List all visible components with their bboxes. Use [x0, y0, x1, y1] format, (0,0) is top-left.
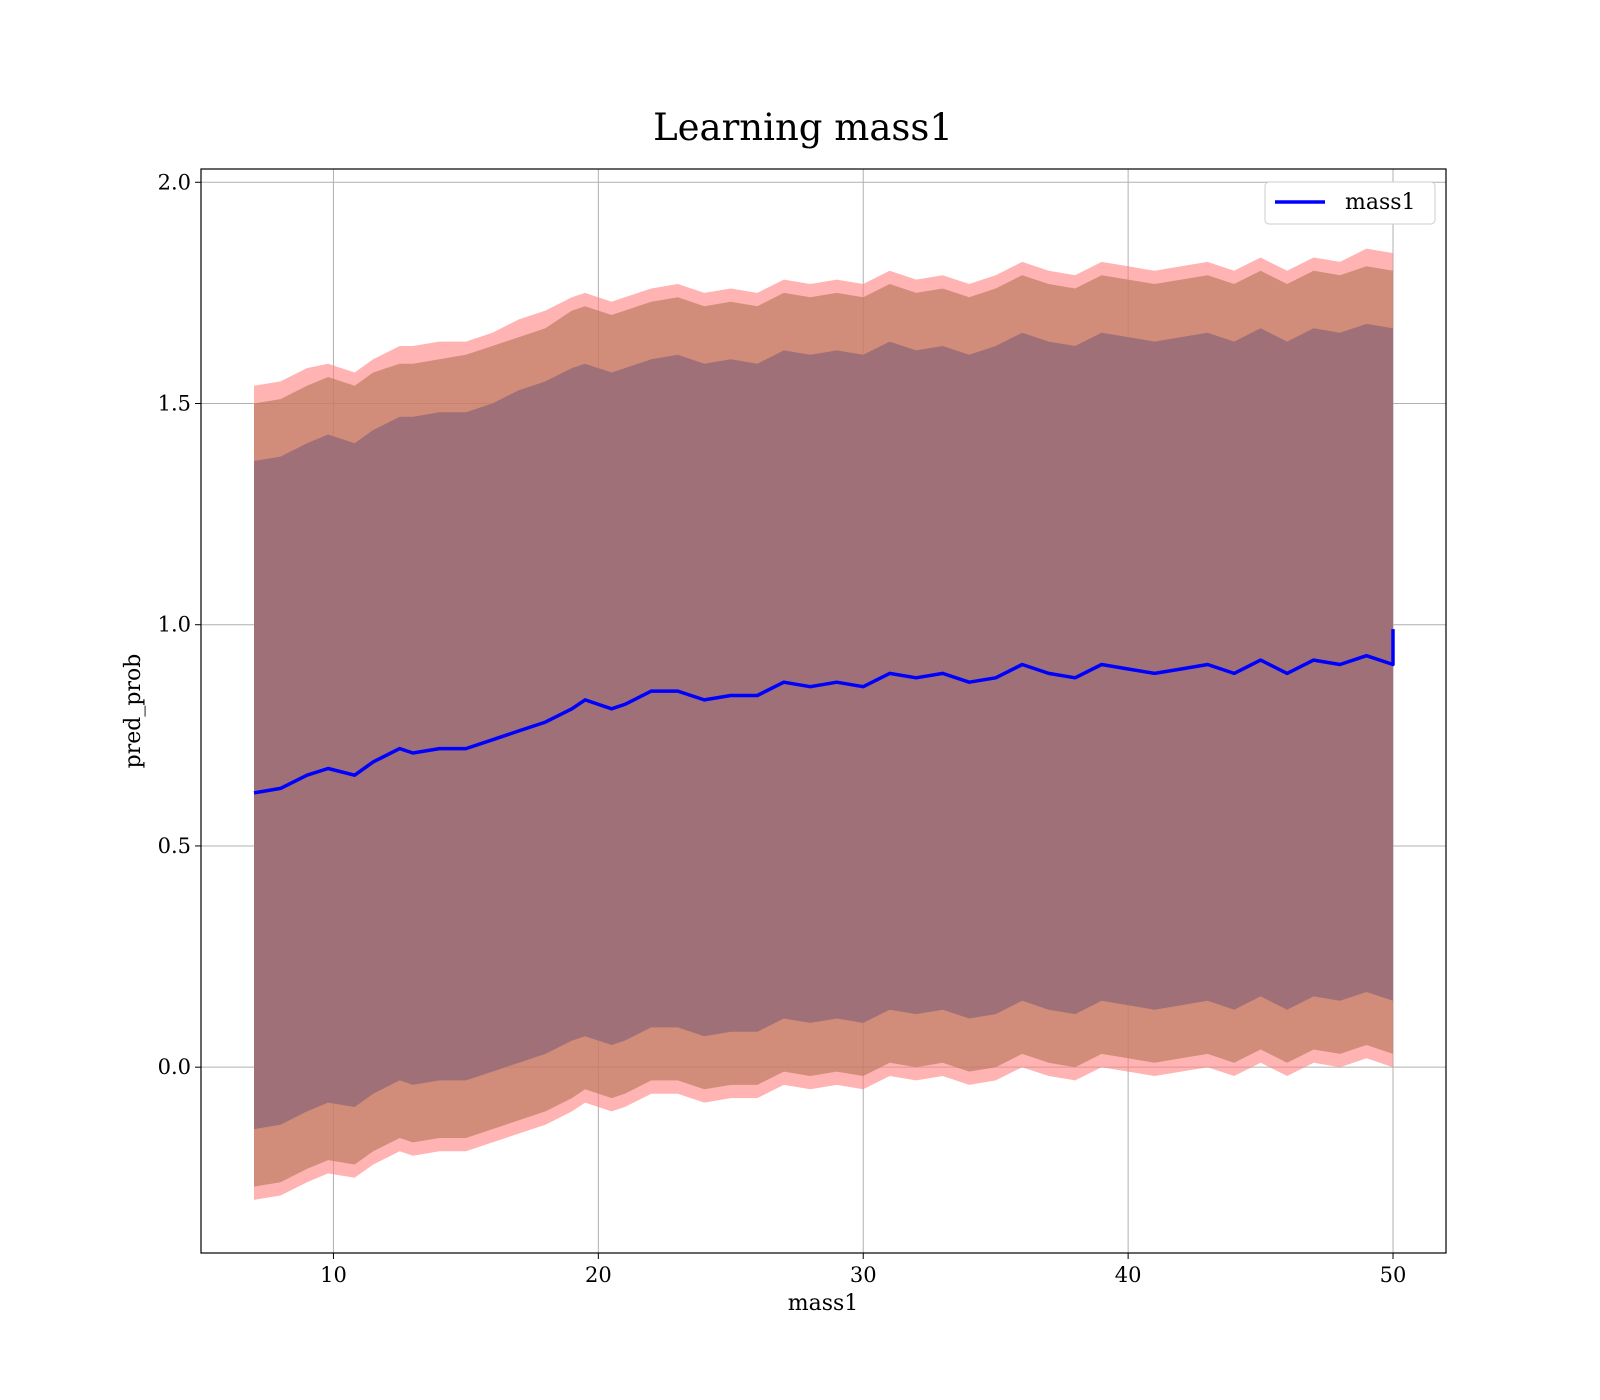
y-tick-label: 0.0 [158, 1055, 191, 1079]
x-tick-label: 30 [850, 1263, 877, 1287]
legend-label-mass1: mass1 [1345, 190, 1416, 215]
x-axis-label: mass1 [788, 1291, 859, 1316]
legend-box [1264, 181, 1436, 225]
x-tick-label: 40 [1115, 1263, 1142, 1287]
y-axis-label: pred_prob [121, 654, 146, 769]
band-inner [254, 323, 1393, 1130]
x-tick-label: 50 [1380, 1263, 1407, 1287]
chart-title: Learning mass1 [653, 106, 953, 149]
legend: mass1 [1264, 181, 1436, 225]
y-axis-ticks: 0.0 0.5 1.0 1.5 2.0 [158, 170, 201, 1079]
series-lines [253, 629, 1395, 795]
plot-frame [200, 168, 1447, 1254]
x-tick-label: 20 [585, 1263, 612, 1287]
x-tick-label: 10 [320, 1263, 347, 1287]
series-line-mass1 [253, 629, 1395, 795]
confidence-bands [254, 248, 1393, 1200]
y-tick-label: 2.0 [158, 170, 191, 194]
y-tick-label: 1.0 [158, 613, 191, 637]
y-tick-label: 0.5 [158, 834, 191, 858]
x-axis-ticks: 10 20 30 40 50 [320, 1253, 1406, 1287]
y-tick-label: 1.5 [158, 391, 191, 415]
